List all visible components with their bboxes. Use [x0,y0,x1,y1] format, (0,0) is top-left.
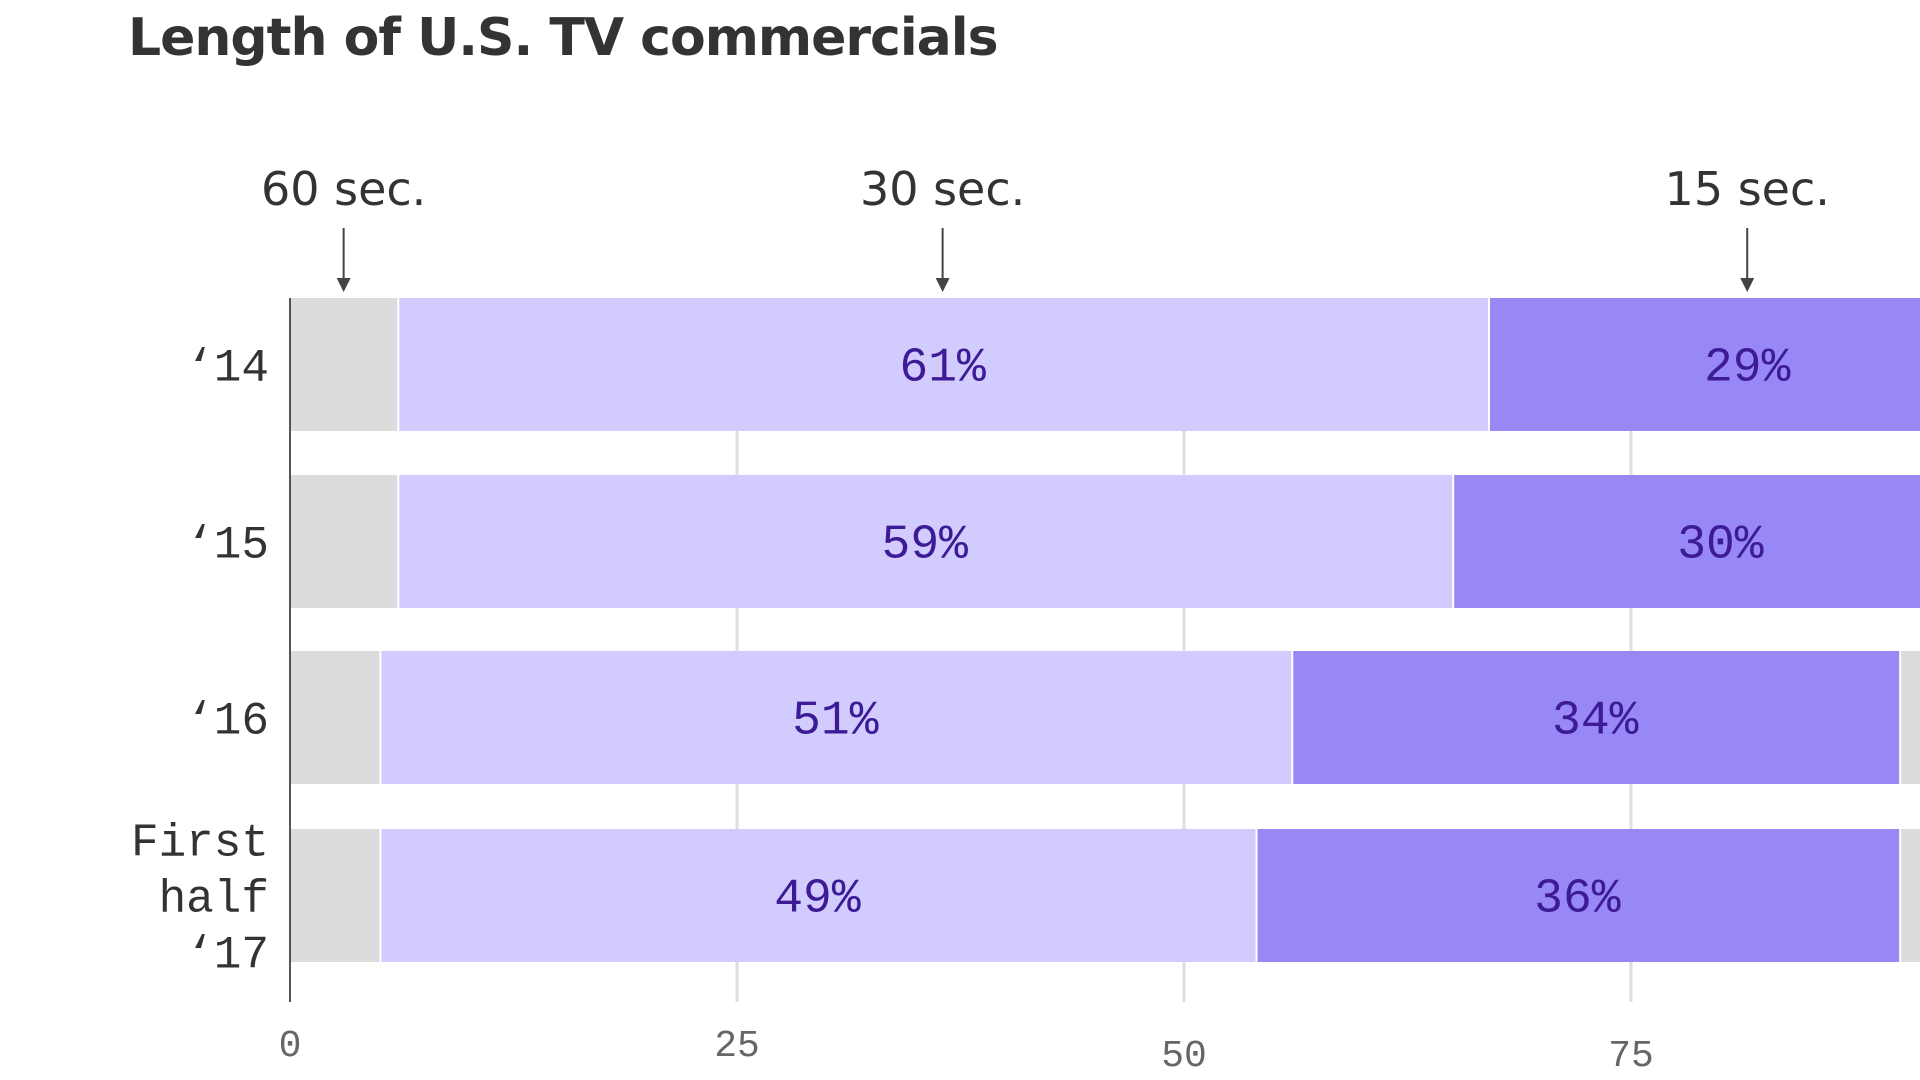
bar-segment [1901,829,1920,962]
data-label: 36% [1534,873,1621,927]
x-tick-label: 75 [1608,1035,1654,1078]
series-annotation: 15 sec. [1665,162,1830,216]
x-tick-label: 25 [714,1025,760,1068]
data-label: 29% [1704,342,1791,396]
category-label: ‘16 [186,696,269,748]
arrow-down-icon [935,278,950,292]
bar-segment [381,829,1256,962]
bar-segment [399,298,1488,431]
bar-segment [1293,651,1900,784]
data-label: 61% [899,342,986,396]
arrow-down-icon [1740,278,1755,292]
bar-segment [290,829,380,962]
bar-segment [1489,298,1920,431]
data-label: 34% [1552,695,1639,749]
category-label: First [131,818,269,870]
category-label: half [159,874,269,926]
category-label: ‘14 [186,343,269,395]
arrow-down-icon [336,278,351,292]
data-label: 49% [774,873,861,927]
chart-title: Length of U.S. TV commercials [128,8,999,68]
data-label: 51% [792,695,879,749]
bar-segment [1901,651,1920,784]
bar-segment [290,298,398,431]
series-annotation: 60 sec. [261,162,426,216]
data-label: 59% [882,519,969,573]
bar-segment [399,475,1453,608]
data-label: 30% [1677,519,1764,573]
category-label: ‘17 [186,930,269,982]
bar-segment [1454,475,1920,608]
bar-segment [381,651,1292,784]
bar-segment [1257,829,1900,962]
bar-segment [290,475,398,608]
x-tick-label: 0 [279,1025,302,1068]
series-annotation: 30 sec. [860,162,1025,216]
x-tick-label: 50 [1161,1035,1207,1078]
bar-segment [290,651,380,784]
category-label: ‘15 [186,520,269,572]
